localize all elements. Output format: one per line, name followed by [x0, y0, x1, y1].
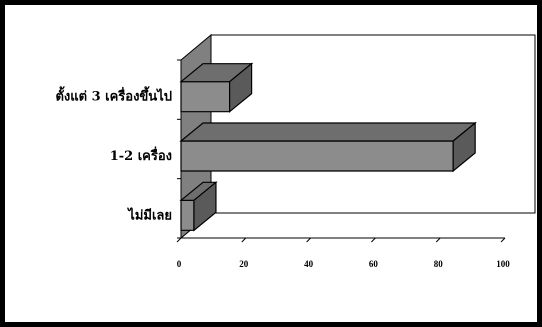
x-tick-label: 20: [239, 259, 249, 269]
bar-front: [180, 199, 195, 231]
bar: [179, 121, 477, 173]
bar-side: [452, 121, 476, 173]
x-tick-label: 80: [434, 259, 444, 269]
category-label: 1-2 เครื่อง: [110, 146, 172, 164]
category-label: ตั้งแต่ 3 เครื่องขึ้นไป: [55, 86, 172, 105]
bar-side: [193, 181, 217, 232]
x-tick-mark: [241, 237, 247, 243]
bars: [179, 62, 477, 232]
x-tick-mark: [306, 237, 311, 243]
bar-top: [179, 122, 477, 142]
x-tick-label: 100: [496, 259, 510, 269]
category-labels: ตั้งแต่ 3 เครื่องขึ้นไป 1-2 เครื่องไม่มีเ…: [55, 86, 172, 224]
x-tick-label: 60: [369, 259, 379, 269]
x-axis-ticks: 0 20 40 60 80 100: [176, 237, 510, 269]
x-tick-mark: [176, 237, 182, 243]
bar: [179, 181, 218, 232]
x-tick-mark: [435, 237, 441, 243]
bar: [179, 62, 254, 113]
bar-front: [180, 81, 231, 113]
bar-front: [180, 140, 454, 172]
x-tick-mark: [371, 237, 376, 243]
category-label: ไม่มีเลย: [126, 206, 172, 223]
x-tick-label: 0: [177, 259, 182, 269]
x-tick-mark: [500, 237, 506, 243]
bar-side: [229, 62, 253, 113]
x-tick-label: 40: [304, 259, 314, 269]
